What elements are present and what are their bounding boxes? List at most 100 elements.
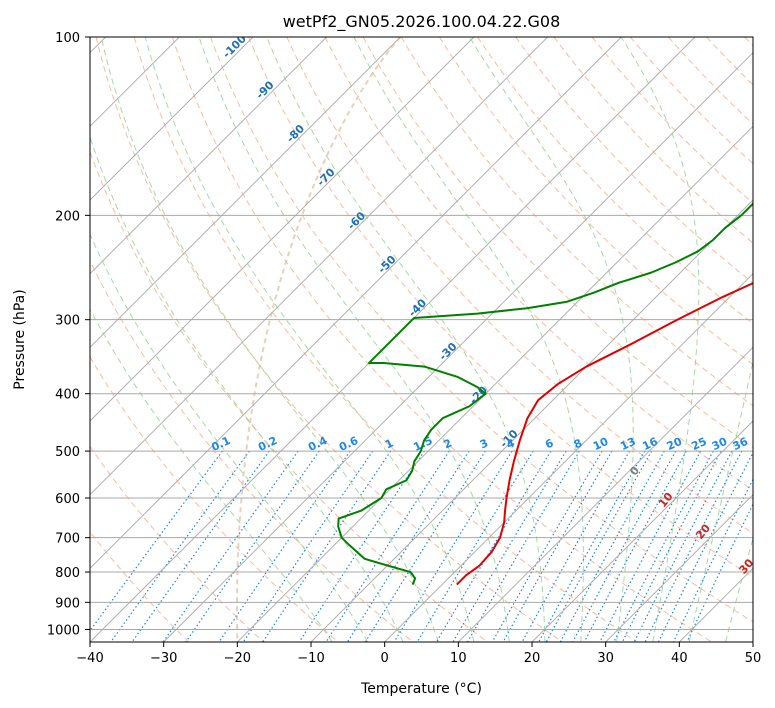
mixing-ratio-line [583,450,687,642]
mixing-ratio-line [466,450,580,642]
isotherm-line [90,37,328,275]
isobars [90,37,753,630]
y-tick-label: 800 [55,566,80,581]
y-tick-label: 500 [55,445,80,460]
dry-adiabat-line [591,37,753,204]
x-tick-label: 40 [671,651,688,666]
temperature-line [456,282,753,586]
x-tick-label: −10 [297,651,324,666]
isotherm-line [384,272,753,642]
isotherm-line [90,37,549,496]
x-tick-label: 50 [745,651,762,666]
mixing-ratio-line [545,450,653,642]
isotherms [90,37,753,642]
mixing-ratio-line [686,502,753,642]
mixing-ratio-line [521,450,631,642]
isotherm-line [531,420,753,642]
mixing-ratio-line [393,450,513,642]
dry-adiabat-line [90,259,414,642]
y-axis-ticks: 100 200 300 400 500 600 700 800 900 1000 [47,31,90,638]
moist-adiabat-line [353,37,584,642]
dry-adiabat-line [400,37,753,407]
plot-frame [89,36,754,643]
y-tick-label: 300 [55,314,80,329]
y-tick-label: 1000 [47,623,80,638]
series [337,202,753,586]
mixing-ratio-line [559,450,665,642]
x-tick-label: −40 [76,651,103,666]
mixing-ratio-line [538,450,646,642]
x-tick-label: 30 [597,651,614,666]
mixing-ratio-label: 10 [591,435,611,453]
dry-adiabat-line [286,37,753,534]
x-tick-label: −20 [224,651,251,666]
dry-adiabat-line [553,37,753,244]
mixing-ratio-line [242,450,374,642]
chart-title: wetPf2_GN05.2026.100.04.22.G08 [283,12,561,32]
moist-adiabat-line [90,135,404,642]
moist-adiabat-line [90,308,333,642]
dry-adiabat-line [439,37,753,366]
isotherm-line [605,493,753,642]
y-tick-label: 700 [55,532,80,547]
mixing-ratio-label: 36 [731,435,751,453]
mixing-ratio-label: 30 [710,435,730,453]
x-tick-label: 0 [381,651,389,666]
moist-adiabat-line [620,37,700,642]
mixing-ratio-line [452,450,567,642]
mixing-ratio-line [346,450,470,642]
mixing-ratio-line [218,450,351,642]
mixing-ratio-line [491,450,603,642]
mixing-ratio-line [599,450,702,642]
moist-adiabat-line [266,37,546,642]
isotherm-line [457,346,753,642]
y-tick-label: 200 [55,209,80,224]
y-tick-label: 400 [55,388,80,403]
mixing-ratio-line [621,450,722,642]
mixing-ratio-line [110,450,250,642]
mixing-ratio-line [162,450,299,642]
dry-adiabat-line [324,37,753,491]
moist-adiabat-line [198,37,510,642]
dry-adiabat-line [95,37,563,642]
y-tick-label: 900 [55,596,80,611]
y-axis-label: Pressure (hPa) [12,289,28,389]
mixing-ratio-label: 16 [640,435,660,453]
mixing-ratio-line [572,450,677,642]
mixing-ratio-lines [90,450,753,642]
x-axis-ticks: −40 −30 −20 −10 0 10 20 30 40 50 [76,642,761,666]
mixing-ratio-line [131,450,270,642]
dry-adiabat-line [248,37,753,578]
reference-curve [235,37,402,642]
mixing-ratio-line [416,450,534,642]
x-tick-label: −30 [150,651,177,666]
isotherm-line [236,125,753,642]
mixing-ratio-line [613,450,714,642]
moist-adiabats [90,37,753,642]
mixing-ratio-line [633,450,733,642]
moist-adiabat-line [100,37,439,642]
y-tick-label: 600 [55,492,80,507]
isotherm-line [163,51,753,642]
mixing-ratio-line [435,450,552,642]
dry-adiabat-line [171,37,712,642]
dewpoint-line [337,202,753,585]
moist-adiabat-line [688,358,753,642]
mixing-ratio-line [502,450,613,642]
isotherm-line [310,199,753,642]
isotherm-line [90,37,475,422]
dry-adiabat-line [90,356,339,642]
moist-adiabat-line [90,233,369,642]
moist-adiabat-line [725,536,753,642]
isotherm-line [90,37,401,349]
dry-adiabat-line [210,37,753,623]
mixing-ratio-label: 20 [665,435,685,453]
mixing-ratio-line [185,450,320,642]
mixing-ratio-label: 13 [618,435,637,453]
x-axis-label: Temperature (°C) [360,681,482,697]
x-tick-label: 20 [524,651,541,666]
mixing-ratio-line [364,450,486,642]
dry-adiabat-line [90,445,264,642]
